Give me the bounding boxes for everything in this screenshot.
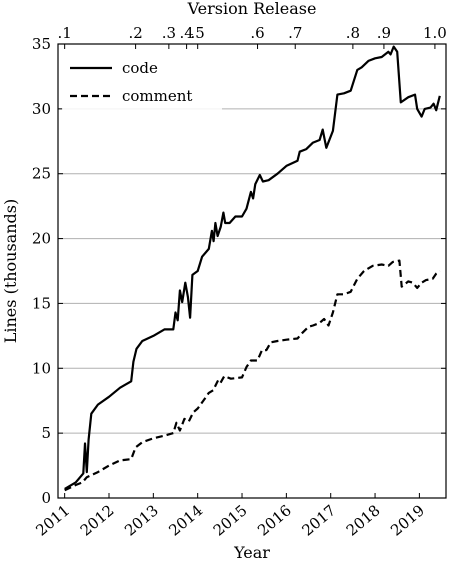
y-axis-title: Lines (thousands) [1, 199, 20, 343]
series-code-line [64, 45, 441, 490]
y-tick-label-35: 35 [32, 35, 51, 53]
x-tick-label-2019: 2019 [387, 501, 428, 539]
top-tick-label-3: .4 [179, 24, 193, 42]
x-tick-label-2015: 2015 [210, 501, 251, 539]
top-tick-label-9: 1.0 [423, 24, 447, 42]
top-tick-label-6: .7 [288, 24, 302, 42]
top-axis: .1 .2 .3.4.5 .6 .7 .8 .9 1.0 [57, 24, 447, 49]
y-tick-label-10: 10 [32, 359, 51, 377]
y-axis: 0 5 10 15 20 25 30 35 [32, 35, 446, 507]
top-tick-label-5: .6 [250, 24, 264, 42]
x-tick-label-2013: 2013 [121, 501, 162, 539]
gridlines [58, 108, 446, 434]
y-tick-label-5: 5 [41, 424, 51, 442]
y-tick-label-25: 25 [32, 165, 51, 183]
series-comment-line [64, 259, 441, 492]
top-tick-label-0: .1 [57, 24, 71, 42]
x-tick-label-2012: 2012 [77, 501, 118, 539]
legend-box [62, 52, 222, 110]
top-axis-title: Version Release [187, 0, 317, 18]
x-axis-title: Year [233, 543, 270, 562]
y-tick-label-20: 20 [32, 230, 51, 248]
top-tick-label-8: .9 [377, 24, 391, 42]
x-tick-label-2011: 2011 [32, 501, 73, 539]
top-tick-label-4: .5 [191, 24, 205, 42]
top-tick-label-7: .8 [346, 24, 360, 42]
y-tick-label-15: 15 [32, 294, 51, 312]
series-lines [64, 45, 441, 492]
x-tick-label-2014: 2014 [165, 501, 206, 539]
x-axis: 2011 2012 2013 2014 2015 2016 2017 2018 2019 [32, 493, 428, 540]
legend: code comment [62, 52, 222, 110]
legend-code-label: code [122, 59, 158, 77]
y-tick-label-30: 30 [32, 100, 51, 118]
y-tick-label-0: 0 [41, 489, 51, 507]
plot-frame [57, 43, 447, 499]
legend-comment-label: comment [122, 87, 192, 105]
top-tick-label-2: .3 [162, 24, 176, 42]
top-tick-label-1: .2 [128, 24, 142, 42]
x-tick-label-2017: 2017 [298, 501, 339, 539]
x-tick-label-2016: 2016 [254, 501, 295, 539]
x-tick-label-2018: 2018 [343, 501, 384, 539]
